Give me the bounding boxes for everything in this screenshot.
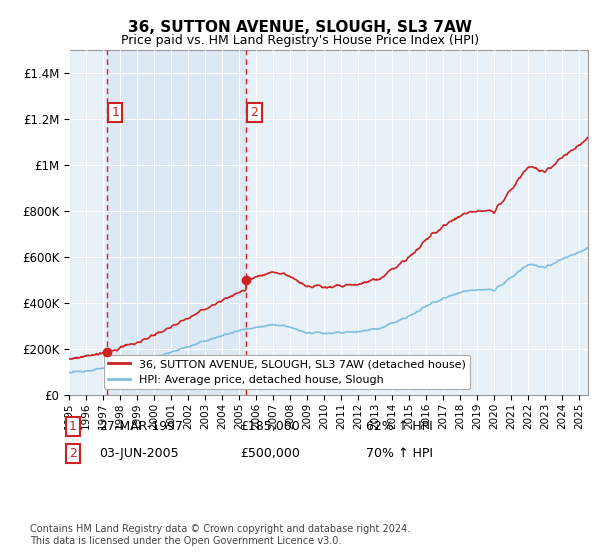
Text: £185,000: £185,000 [240,420,300,433]
Text: 03-JUN-2005: 03-JUN-2005 [99,447,179,460]
Text: Price paid vs. HM Land Registry's House Price Index (HPI): Price paid vs. HM Land Registry's House … [121,34,479,46]
Bar [107,50,247,395]
Text: Contains HM Land Registry data © Crown copyright and database right 2024.
This d: Contains HM Land Registry data © Crown c… [30,524,410,546]
Text: 2: 2 [69,447,77,460]
Text: 62% ↑ HPI: 62% ↑ HPI [366,420,433,433]
Text: 1: 1 [111,106,119,119]
Legend: 36, SUTTON AVENUE, SLOUGH, SL3 7AW (detached house), HPI: Average price, detache: 36, SUTTON AVENUE, SLOUGH, SL3 7AW (deta… [104,355,470,389]
Text: 1: 1 [69,420,77,433]
Text: 27-MAR-1997: 27-MAR-1997 [99,420,183,433]
Text: 36, SUTTON AVENUE, SLOUGH, SL3 7AW: 36, SUTTON AVENUE, SLOUGH, SL3 7AW [128,20,472,35]
Text: £500,000: £500,000 [240,447,300,460]
Text: 2: 2 [251,106,259,119]
Text: 70% ↑ HPI: 70% ↑ HPI [366,447,433,460]
